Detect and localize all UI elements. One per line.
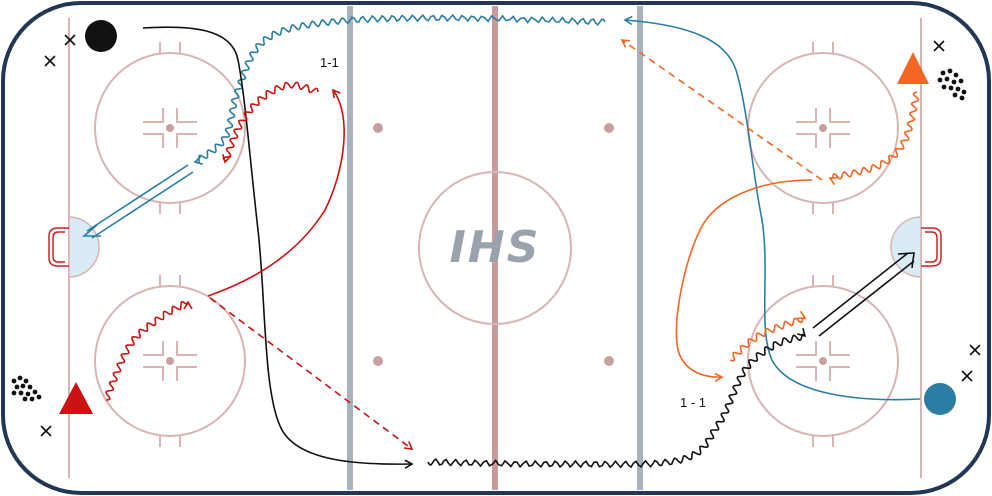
rink-surface: IHS [48,6,942,490]
orange-stickhandle-end [729,310,807,362]
puck-pile-left [11,375,42,402]
center-circle [418,171,572,325]
faceoff-circle-top-left [94,42,246,214]
orange-skate-path [675,179,813,383]
orange-drill [620,39,920,383]
label-1-on-1-bottom: 1 - 1 [680,395,706,410]
label-1-on-1-top: 1-1 [320,55,339,70]
red-player [59,382,93,414]
red-pass-dashed [209,297,414,450]
orange-pass-dashed [620,39,823,181]
red-stickhandle-start [105,300,193,401]
teal-drill [81,13,921,401]
black-drill [142,26,915,469]
orange-stickhandle-start [828,91,920,186]
right-goal [921,227,942,267]
teal-player [924,383,956,415]
black-shot-arrow [812,252,915,337]
orange-player [897,52,929,84]
black-player [85,20,117,52]
faceoff-circle-top-right [747,42,899,214]
x-markers [40,34,981,437]
rink-logo: IHS [450,222,541,273]
faceoff-circle-bottom-left [94,275,246,447]
center-red-line [492,6,498,490]
teal-stickhandle-path [193,13,606,165]
right-blue-line [637,6,643,490]
left-crease [68,216,100,278]
left-blue-line [347,6,353,490]
red-drill [105,81,414,450]
black-stickhandle-path [427,328,807,469]
teal-pass-arrow [81,164,194,239]
puck-pile-right [937,68,967,101]
red-skate-path [207,88,345,297]
red-stickhandle-loop [222,81,319,164]
black-skate-path [142,26,414,469]
teal-skate-path [623,15,921,401]
left-goal [48,227,69,267]
faceoff-circle-bottom-right [747,275,899,447]
